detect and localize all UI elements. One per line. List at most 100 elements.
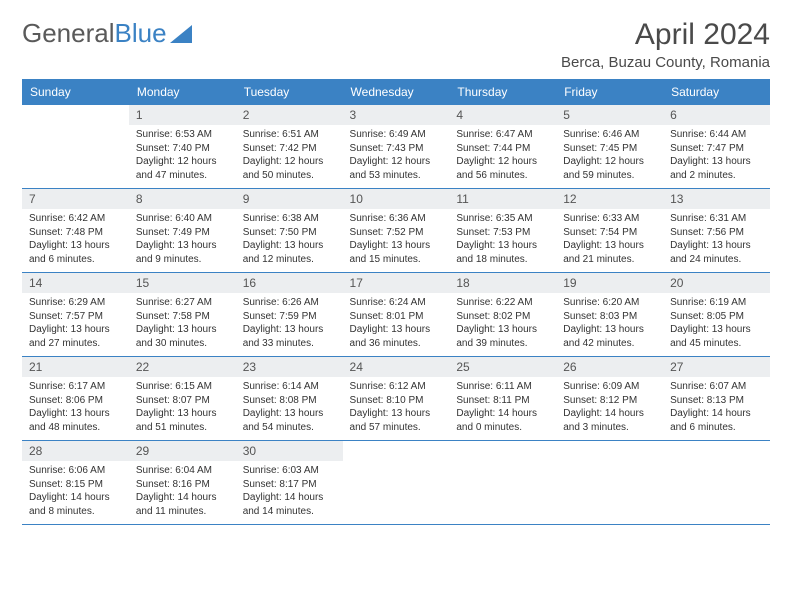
daylight-text: Daylight: 12 hours and 53 minutes. [350, 155, 443, 182]
daylight-text: Daylight: 12 hours and 50 minutes. [243, 155, 336, 182]
sunrise-text: Sunrise: 6:15 AM [136, 380, 229, 394]
sunset-text: Sunset: 7:49 PM [136, 226, 229, 240]
day-content: Sunrise: 6:27 AMSunset: 7:58 PMDaylight:… [129, 293, 236, 356]
calendar-cell: 11Sunrise: 6:35 AMSunset: 7:53 PMDayligh… [449, 189, 556, 273]
sunset-text: Sunset: 8:13 PM [670, 394, 763, 408]
sunrise-text: Sunrise: 6:53 AM [136, 128, 229, 142]
sunrise-text: Sunrise: 6:38 AM [243, 212, 336, 226]
sunrise-text: Sunrise: 6:33 AM [563, 212, 656, 226]
calendar-cell: 15Sunrise: 6:27 AMSunset: 7:58 PMDayligh… [129, 273, 236, 357]
sunrise-text: Sunrise: 6:07 AM [670, 380, 763, 394]
day-content: Sunrise: 6:15 AMSunset: 8:07 PMDaylight:… [129, 377, 236, 440]
daylight-text: Daylight: 13 hours and 42 minutes. [563, 323, 656, 350]
day-header: Sunday [22, 79, 129, 105]
daylight-text: Daylight: 12 hours and 56 minutes. [456, 155, 549, 182]
calendar-cell: .. [663, 441, 770, 525]
calendar-cell: 4Sunrise: 6:47 AMSunset: 7:44 PMDaylight… [449, 105, 556, 189]
sunrise-text: Sunrise: 6:46 AM [563, 128, 656, 142]
day-content: Sunrise: 6:22 AMSunset: 8:02 PMDaylight:… [449, 293, 556, 356]
logo-text-part2: Blue [115, 18, 167, 49]
sunrise-text: Sunrise: 6:06 AM [29, 464, 122, 478]
day-number: 26 [556, 357, 663, 377]
calendar-cell: 8Sunrise: 6:40 AMSunset: 7:49 PMDaylight… [129, 189, 236, 273]
day-number: 7 [22, 189, 129, 209]
day-content: Sunrise: 6:31 AMSunset: 7:56 PMDaylight:… [663, 209, 770, 272]
sunset-text: Sunset: 7:42 PM [243, 142, 336, 156]
day-content: Sunrise: 6:35 AMSunset: 7:53 PMDaylight:… [449, 209, 556, 272]
calendar-cell: 12Sunrise: 6:33 AMSunset: 7:54 PMDayligh… [556, 189, 663, 273]
sunrise-text: Sunrise: 6:22 AM [456, 296, 549, 310]
day-number: 5 [556, 105, 663, 125]
daylight-text: Daylight: 14 hours and 14 minutes. [243, 491, 336, 518]
day-number: 15 [129, 273, 236, 293]
day-number: 16 [236, 273, 343, 293]
sunrise-text: Sunrise: 6:31 AM [670, 212, 763, 226]
daylight-text: Daylight: 13 hours and 39 minutes. [456, 323, 549, 350]
sunset-text: Sunset: 7:43 PM [350, 142, 443, 156]
calendar-cell: 23Sunrise: 6:14 AMSunset: 8:08 PMDayligh… [236, 357, 343, 441]
day-content: Sunrise: 6:40 AMSunset: 7:49 PMDaylight:… [129, 209, 236, 272]
sunrise-text: Sunrise: 6:36 AM [350, 212, 443, 226]
sunset-text: Sunset: 7:56 PM [670, 226, 763, 240]
sunset-text: Sunset: 8:11 PM [456, 394, 549, 408]
daylight-text: Daylight: 13 hours and 12 minutes. [243, 239, 336, 266]
day-number: 13 [663, 189, 770, 209]
day-content: Sunrise: 6:46 AMSunset: 7:45 PMDaylight:… [556, 125, 663, 188]
day-header: Friday [556, 79, 663, 105]
calendar-cell: 16Sunrise: 6:26 AMSunset: 7:59 PMDayligh… [236, 273, 343, 357]
calendar-head: SundayMondayTuesdayWednesdayThursdayFrid… [22, 79, 770, 105]
day-content: Sunrise: 6:36 AMSunset: 7:52 PMDaylight:… [343, 209, 450, 272]
day-number: 20 [663, 273, 770, 293]
day-content: Sunrise: 6:17 AMSunset: 8:06 PMDaylight:… [22, 377, 129, 440]
sunset-text: Sunset: 7:48 PM [29, 226, 122, 240]
calendar-cell: 21Sunrise: 6:17 AMSunset: 8:06 PMDayligh… [22, 357, 129, 441]
daylight-text: Daylight: 13 hours and 2 minutes. [670, 155, 763, 182]
calendar-cell: 29Sunrise: 6:04 AMSunset: 8:16 PMDayligh… [129, 441, 236, 525]
day-number: 12 [556, 189, 663, 209]
sunset-text: Sunset: 8:05 PM [670, 310, 763, 324]
daylight-text: Daylight: 13 hours and 57 minutes. [350, 407, 443, 434]
day-content: Sunrise: 6:12 AMSunset: 8:10 PMDaylight:… [343, 377, 450, 440]
logo-triangle-icon [170, 25, 192, 43]
calendar-cell: .. [556, 441, 663, 525]
day-number: 27 [663, 357, 770, 377]
sunset-text: Sunset: 7:44 PM [456, 142, 549, 156]
daylight-text: Daylight: 12 hours and 59 minutes. [563, 155, 656, 182]
day-content: Sunrise: 6:53 AMSunset: 7:40 PMDaylight:… [129, 125, 236, 188]
daylight-text: Daylight: 14 hours and 3 minutes. [563, 407, 656, 434]
day-number: 10 [343, 189, 450, 209]
day-content: Sunrise: 6:07 AMSunset: 8:13 PMDaylight:… [663, 377, 770, 440]
calendar-cell: 28Sunrise: 6:06 AMSunset: 8:15 PMDayligh… [22, 441, 129, 525]
day-content: Sunrise: 6:33 AMSunset: 7:54 PMDaylight:… [556, 209, 663, 272]
day-content: Sunrise: 6:24 AMSunset: 8:01 PMDaylight:… [343, 293, 450, 356]
calendar-cell: 30Sunrise: 6:03 AMSunset: 8:17 PMDayligh… [236, 441, 343, 525]
sunrise-text: Sunrise: 6:19 AM [670, 296, 763, 310]
day-content: Sunrise: 6:51 AMSunset: 7:42 PMDaylight:… [236, 125, 343, 188]
day-content: Sunrise: 6:14 AMSunset: 8:08 PMDaylight:… [236, 377, 343, 440]
daylight-text: Daylight: 14 hours and 11 minutes. [136, 491, 229, 518]
calendar-body: ..1Sunrise: 6:53 AMSunset: 7:40 PMDaylig… [22, 105, 770, 525]
sunset-text: Sunset: 7:50 PM [243, 226, 336, 240]
day-number: 22 [129, 357, 236, 377]
sunrise-text: Sunrise: 6:04 AM [136, 464, 229, 478]
logo-text-part1: General [22, 18, 115, 49]
day-number: 17 [343, 273, 450, 293]
daylight-text: Daylight: 13 hours and 15 minutes. [350, 239, 443, 266]
sunset-text: Sunset: 7:40 PM [136, 142, 229, 156]
day-number: 19 [556, 273, 663, 293]
day-content: Sunrise: 6:42 AMSunset: 7:48 PMDaylight:… [22, 209, 129, 272]
day-content: Sunrise: 6:29 AMSunset: 7:57 PMDaylight:… [22, 293, 129, 356]
calendar-cell: 5Sunrise: 6:46 AMSunset: 7:45 PMDaylight… [556, 105, 663, 189]
sunrise-text: Sunrise: 6:12 AM [350, 380, 443, 394]
calendar-cell: 19Sunrise: 6:20 AMSunset: 8:03 PMDayligh… [556, 273, 663, 357]
sunset-text: Sunset: 8:17 PM [243, 478, 336, 492]
calendar-cell: 27Sunrise: 6:07 AMSunset: 8:13 PMDayligh… [663, 357, 770, 441]
day-number: 25 [449, 357, 556, 377]
day-number: 2 [236, 105, 343, 125]
day-content: Sunrise: 6:44 AMSunset: 7:47 PMDaylight:… [663, 125, 770, 188]
sunset-text: Sunset: 7:52 PM [350, 226, 443, 240]
daylight-text: Daylight: 13 hours and 27 minutes. [29, 323, 122, 350]
calendar-cell: .. [449, 441, 556, 525]
sunset-text: Sunset: 8:16 PM [136, 478, 229, 492]
day-number: 11 [449, 189, 556, 209]
